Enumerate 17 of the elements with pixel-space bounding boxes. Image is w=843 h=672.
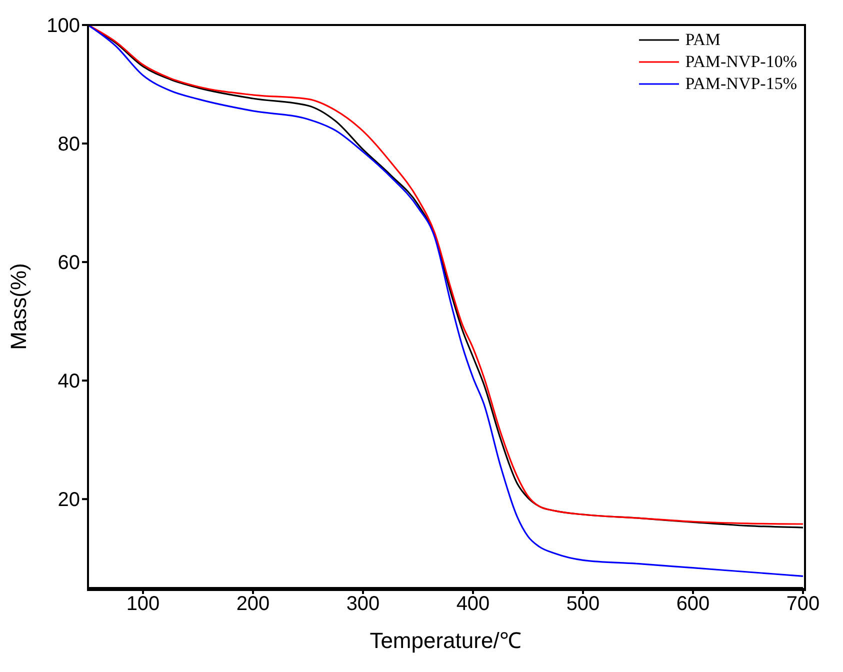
legend-label: PAM-NVP-10%	[685, 52, 797, 72]
legend-label: PAM-NVP-15%	[685, 74, 797, 94]
x-tick-label: 700	[786, 593, 820, 616]
x-axis-title: Temperature/℃	[370, 628, 522, 653]
x-tick-label: 300	[346, 593, 380, 616]
y-tick-label: 60	[58, 252, 80, 274]
x-tick-label: 500	[566, 593, 600, 616]
y-tick-label: 40	[58, 370, 80, 393]
legend-label: PAM	[685, 30, 721, 50]
x-tick-label: 600	[676, 593, 710, 616]
y-tick-label: 20	[58, 489, 80, 512]
y-tick-label: 100	[46, 15, 80, 38]
x-tick-label: 100	[126, 593, 160, 616]
x-tick-label: 200	[236, 593, 270, 616]
y-tick-label: 80	[58, 134, 80, 156]
y-axis-title: Mass(%)	[6, 263, 31, 350]
x-tick-label: 400	[456, 593, 490, 616]
